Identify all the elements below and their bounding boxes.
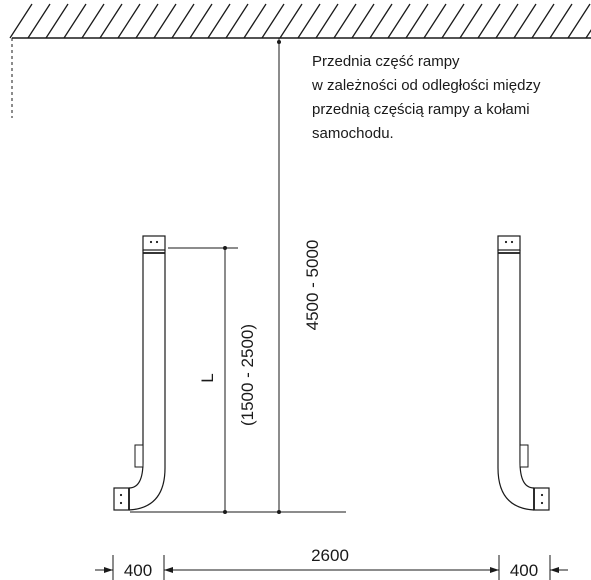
- wall-distance-label: 4500 - 5000: [303, 240, 322, 331]
- note-line-2: w zależności od odległości między: [311, 77, 541, 94]
- hatch-stroke: [495, 3, 519, 39]
- right-width-label: 400: [510, 561, 538, 580]
- wall-hatching: [9, 3, 591, 39]
- hatch-stroke: [423, 3, 447, 39]
- hatch-stroke: [153, 3, 177, 39]
- left-width-label: 400: [124, 561, 152, 580]
- hatch-stroke: [261, 3, 285, 39]
- hatch-stroke: [279, 3, 303, 39]
- hatch-stroke: [99, 3, 123, 39]
- hatch-stroke: [459, 3, 483, 39]
- hatch-stroke: [567, 3, 591, 39]
- wall-distance-dimension-line: [277, 38, 281, 514]
- right-ramp: [497, 235, 550, 511]
- hatch-stroke: [513, 3, 537, 39]
- bottom-dimension-arrows: [104, 567, 559, 573]
- hatch-stroke: [351, 3, 375, 39]
- hatch-stroke: [189, 3, 213, 39]
- hatch-stroke: [171, 3, 195, 39]
- hatch-stroke: [477, 3, 501, 39]
- length-range-label: (1500 - 2500): [238, 324, 257, 426]
- hatch-stroke: [441, 3, 465, 39]
- note-line-3: przednią częścią rampy a kołami: [312, 101, 530, 118]
- hatch-stroke: [369, 3, 393, 39]
- hatch-stroke: [207, 3, 231, 39]
- hatch-stroke: [333, 3, 357, 39]
- note-line-4: samochodu.: [312, 125, 394, 142]
- hatch-stroke: [243, 3, 267, 39]
- length-symbol-label: L: [198, 373, 217, 382]
- hatch-stroke: [387, 3, 411, 39]
- hatch-stroke: [297, 3, 321, 39]
- note-line-1: Przednia część rampy: [312, 53, 460, 70]
- hatch-stroke: [63, 3, 87, 39]
- hatch-stroke: [585, 29, 591, 39]
- hatch-stroke: [45, 3, 69, 39]
- hatch-stroke: [225, 3, 249, 39]
- hatch-stroke: [405, 3, 429, 39]
- hatch-stroke: [531, 3, 555, 39]
- hatch-stroke: [81, 3, 105, 39]
- hatch-stroke: [549, 3, 573, 39]
- hatch-stroke: [315, 3, 339, 39]
- left-ramp: [113, 235, 166, 511]
- hatch-stroke: [135, 3, 159, 39]
- length-dimension-line: [168, 246, 238, 514]
- hatch-stroke: [9, 3, 33, 39]
- hatch-stroke: [117, 3, 141, 39]
- track-width-label: 2600: [311, 546, 349, 565]
- hatch-stroke: [27, 3, 51, 39]
